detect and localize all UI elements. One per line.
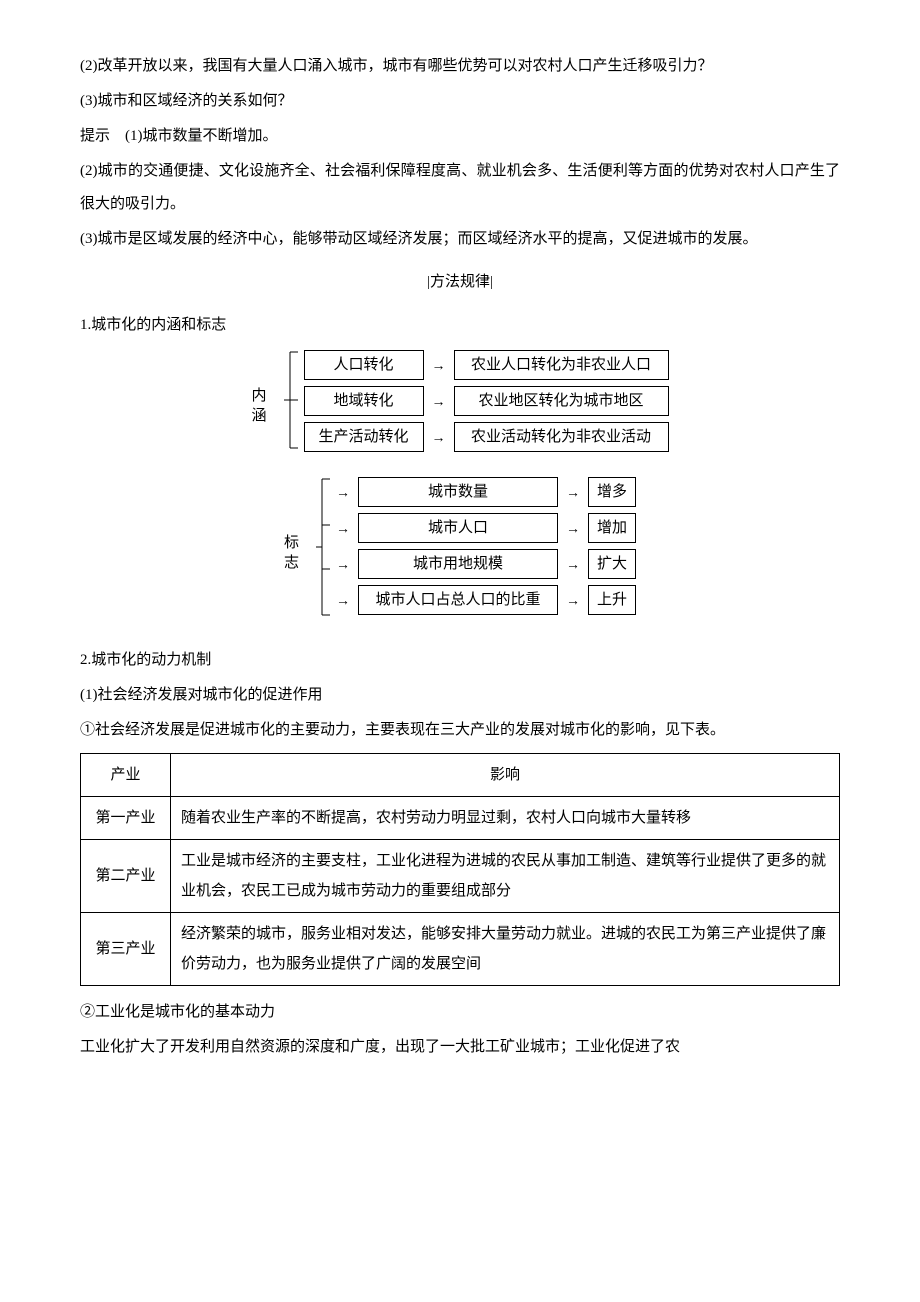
table-row: 第三产业 经济繁荣的城市，服务业相对发达，能够安排大量劳动力就业。进城的农民工为… [81, 913, 840, 986]
paragraph-q3: (3)城市和区域经济的关系如何？ [80, 85, 840, 118]
table-cell-industry-1: 第一产业 [81, 797, 171, 840]
d2-right-0: 增多 [588, 477, 636, 507]
arrow-icon: → [566, 517, 580, 539]
d2-left-0: 城市数量 [358, 477, 558, 507]
arrow-icon: → [566, 481, 580, 503]
d1-right-0: 农业人口转化为非农业人口 [454, 350, 669, 380]
d2-right-1: 增加 [588, 513, 636, 543]
table-header-effect: 影响 [171, 754, 840, 797]
table-row: 第一产业 随着农业生产率的不断提高，农村劳动力明显过剩，农村人口向城市大量转移 [81, 797, 840, 840]
table-cell-effect-3: 经济繁荣的城市，服务业相对发达，能够安排大量劳动力就业。进城的农民工为第三产业提… [171, 913, 840, 986]
arrow-icon: → [432, 426, 446, 448]
diagram2-label: 标志 [284, 477, 310, 630]
table-row: 第二产业 工业是城市经济的主要支柱，工业化进程为进城的农民从事加工制造、建筑等行… [81, 840, 840, 913]
d2-left-3: 城市人口占总人口的比重 [358, 585, 558, 615]
d2-right-3: 上升 [588, 585, 636, 615]
arrow-icon: → [566, 553, 580, 575]
hint-3: (3)城市是区域发展的经济中心，能够带动区域经济发展；而区域经济水平的提高，又促… [80, 223, 840, 256]
d1-left-1: 地域转化 [304, 386, 424, 416]
table-header-industry: 产业 [81, 754, 171, 797]
d2-left-1: 城市人口 [358, 513, 558, 543]
arrow-icon: → [336, 481, 350, 503]
heading-2: 2.城市化的动力机制 [80, 644, 840, 677]
method-rules-title: |方法规律| [80, 266, 840, 299]
paragraph-q2: (2)改革开放以来，我国有大量人口涌入城市，城市有哪些优势可以对农村人口产生迁移… [80, 50, 840, 83]
arrow-icon: → [432, 390, 446, 412]
table-cell-industry-3: 第三产业 [81, 913, 171, 986]
table-cell-effect-1: 随着农业生产率的不断提高，农村劳动力明显过剩，农村人口向城市大量转移 [171, 797, 840, 840]
diagram-signs: 标志 → 城市数量 → 增多 → 城市人口 → 增加 [80, 477, 840, 630]
d1-right-2: 农业活动转化为非农业活动 [454, 422, 669, 452]
hint-2: (2)城市的交通便捷、文化设施齐全、社会福利保障程度高、就业机会多、生活便利等方… [80, 155, 840, 221]
d1-left-2: 生产活动转化 [304, 422, 424, 452]
diagram-connotation: 内涵 人口转化 → 农业人口转化为非农业人口 地域转化 → 农业地区转化为城市地… [80, 350, 840, 463]
d2-left-2: 城市用地规模 [358, 549, 558, 579]
arrow-icon: → [432, 354, 446, 376]
sub-1: (1)社会经济发展对城市化的促进作用 [80, 679, 840, 712]
hint-1: 提示 (1)城市数量不断增加。 [80, 120, 840, 153]
d1-right-1: 农业地区转化为城市地区 [454, 386, 669, 416]
d1-left-0: 人口转化 [304, 350, 424, 380]
heading-1: 1.城市化的内涵和标志 [80, 309, 840, 342]
arrow-icon: → [566, 589, 580, 611]
arrow-icon: → [336, 553, 350, 575]
industry-table: 产业 影响 第一产业 随着农业生产率的不断提高，农村劳动力明显过剩，农村人口向城… [80, 753, 840, 986]
d2-right-2: 扩大 [588, 549, 636, 579]
table-cell-industry-2: 第二产业 [81, 840, 171, 913]
sub-2-text: 工业化扩大了开发利用自然资源的深度和广度，出现了一大批工矿业城市；工业化促进了农 [80, 1031, 840, 1064]
table-cell-effect-2: 工业是城市经济的主要支柱，工业化进程为进城的农民从事加工制造、建筑等行业提供了更… [171, 840, 840, 913]
sub-2: ②工业化是城市化的基本动力 [80, 996, 840, 1029]
bracket-icon [316, 477, 330, 617]
sub-1-text: ①社会经济发展是促进城市化的主要动力，主要表现在三大产业的发展对城市化的影响，见… [80, 714, 840, 747]
diagram1-label: 内涵 [252, 350, 278, 463]
arrow-icon: → [336, 589, 350, 611]
bracket-icon [284, 350, 298, 450]
arrow-icon: → [336, 517, 350, 539]
